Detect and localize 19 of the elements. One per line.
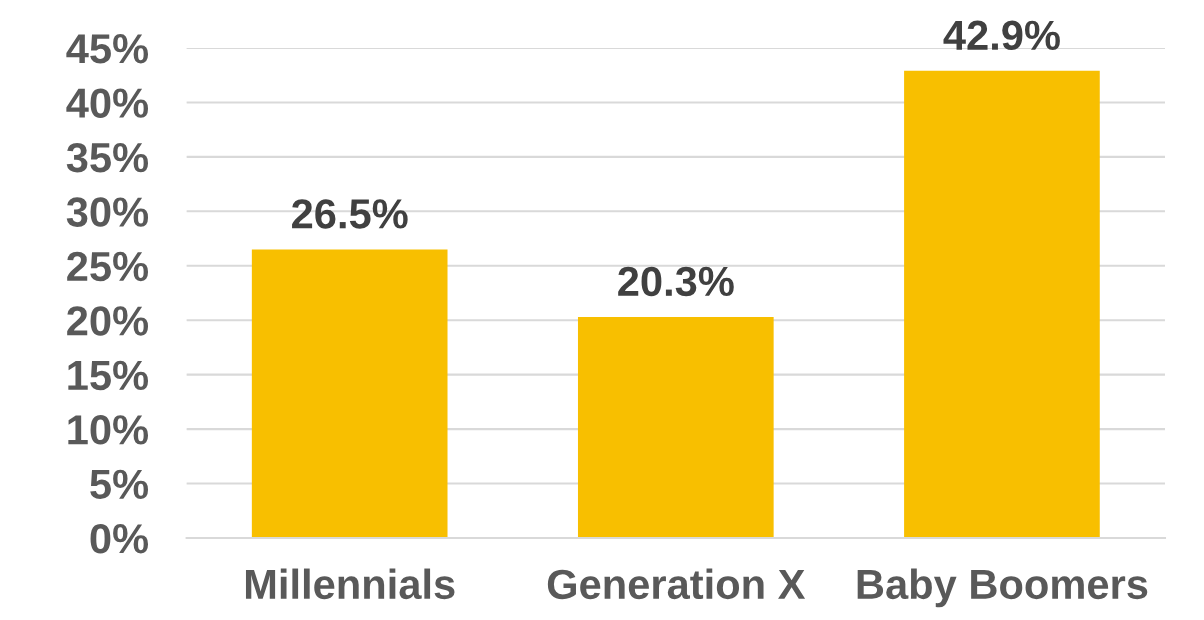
bar [904,70,1100,538]
y-tick-label: 30% [66,197,149,227]
data-label: 26.5% [292,199,408,229]
y-tick-label: 25% [67,251,149,282]
y-tick-label: 15% [68,360,149,391]
data-label: 20.3% [618,266,734,297]
y-tick-label: 40% [66,88,149,118]
y-tick-label: 5% [90,469,149,500]
x-tick-label: Baby Boomers [857,568,1148,608]
y-tick-label: 0% [90,523,149,554]
y-tick-label: 20% [67,306,149,336]
y-tick-label: 45% [66,34,149,64]
y-tick-label: 10% [68,415,149,445]
x-tick-label: Generation X [547,568,806,600]
data-label: 42.9% [943,20,1060,51]
bar [577,316,774,538]
y-tick-label: 35% [66,142,149,173]
x-tick-label: Millennials [245,568,455,600]
bar [251,249,448,538]
